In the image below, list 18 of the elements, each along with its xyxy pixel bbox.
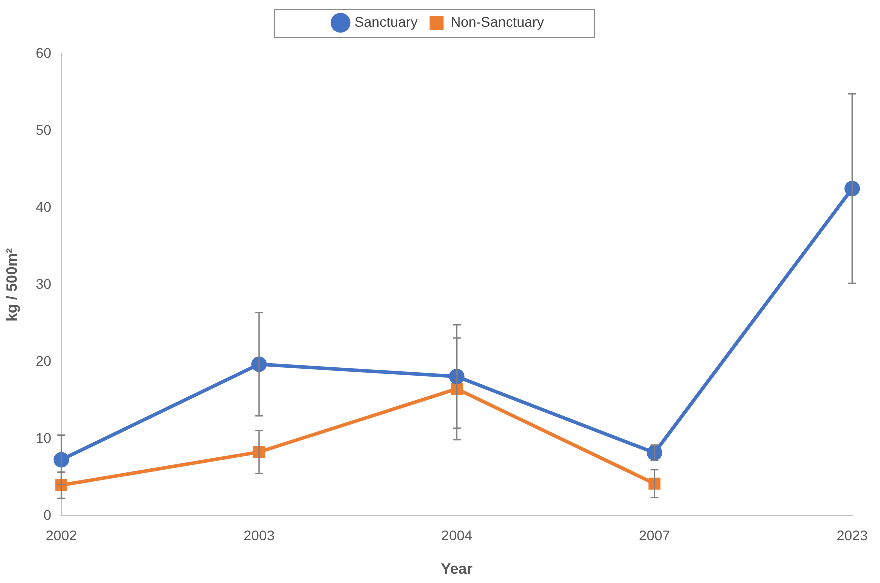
point bbox=[56, 479, 68, 492]
x-tick-label: 2002 bbox=[46, 527, 78, 544]
y-axis-title: kg / 500m² bbox=[4, 248, 22, 322]
x-tick-label: 2003 bbox=[244, 527, 276, 544]
y-tick-label: 40 bbox=[36, 198, 52, 215]
y-tick-label: 50 bbox=[36, 122, 52, 138]
y-tick-label: 30 bbox=[36, 276, 52, 292]
x-tick-label: 2004 bbox=[441, 527, 473, 544]
y-tick-label: 0 bbox=[44, 507, 52, 524]
x-tick-label: 2007 bbox=[639, 527, 670, 544]
point bbox=[54, 452, 70, 468]
y-tick-label: 60 bbox=[36, 44, 52, 61]
x-tick-label: 2023 bbox=[836, 527, 868, 544]
y-tick-label: 20 bbox=[36, 352, 52, 369]
y-tick-label: 10 bbox=[36, 430, 52, 446]
legend-label: Non-Sanctuary bbox=[450, 14, 544, 30]
x-axis-title: Year bbox=[441, 561, 474, 578]
legend-label: Sanctuary bbox=[354, 14, 418, 30]
